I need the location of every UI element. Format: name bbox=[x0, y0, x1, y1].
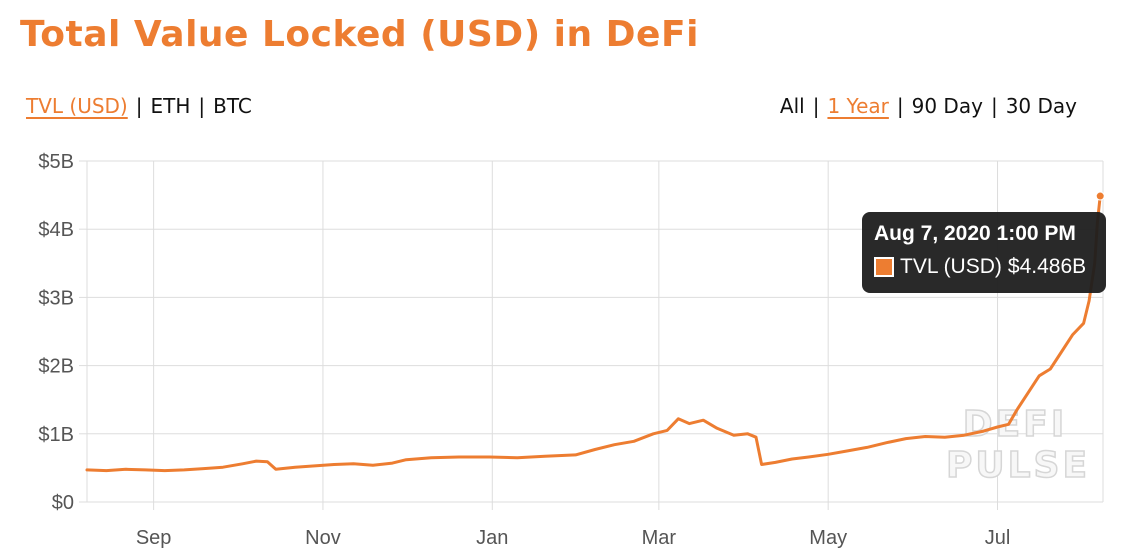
separator: | bbox=[990, 94, 998, 118]
x-tick-label: May bbox=[809, 527, 847, 549]
x-tick-label: Mar bbox=[642, 527, 677, 549]
range-option-1-year[interactable]: 1 Year bbox=[827, 94, 889, 118]
series-line-tvl-usd[interactable] bbox=[85, 194, 1102, 473]
tooltip-row: TVL (USD) $4.486B bbox=[874, 255, 1094, 279]
metric-option-tvl-usd[interactable]: TVL (USD) bbox=[26, 94, 128, 118]
x-tick-label: Jul bbox=[985, 527, 1011, 549]
defi-pulse-watermark: DEFI PULSE bbox=[945, 403, 1090, 487]
watermark-line-1: DEFI bbox=[963, 404, 1067, 445]
axes: $0 $1B $2B $3B $4B $5B Sep Nov Jan Mar May Jul bbox=[38, 151, 1104, 549]
y-tick-label: $2B bbox=[38, 356, 74, 378]
x-tick-label: Jan bbox=[476, 527, 508, 549]
separator: | bbox=[812, 94, 820, 118]
range-toggle: All | 1 Year | 90 Day | 30 Day bbox=[780, 94, 1077, 118]
metric-option-btc[interactable]: BTC bbox=[213, 94, 252, 118]
metric-toggle: TVL (USD) | ETH | BTC bbox=[26, 94, 252, 118]
tooltip-date: Aug 7, 2020 1:00 PM bbox=[874, 222, 1076, 245]
tooltip-value: $4.486B bbox=[1007, 255, 1087, 278]
page-title: Total Value Locked (USD) in DeFi bbox=[20, 14, 699, 55]
y-tick-label: $0 bbox=[52, 492, 74, 514]
y-tick-label: $5B bbox=[38, 151, 74, 173]
y-tick-label: $1B bbox=[38, 424, 74, 446]
series-layer bbox=[85, 191, 1105, 473]
range-option-30-day[interactable]: 30 Day bbox=[1005, 94, 1077, 118]
watermark-line-2: PULSE bbox=[946, 445, 1090, 486]
separator: | bbox=[135, 94, 143, 118]
separator: | bbox=[198, 94, 206, 118]
y-tick-label: $4B bbox=[38, 219, 74, 241]
x-tick-label: Sep bbox=[136, 527, 172, 549]
tooltip-series-label: TVL (USD) bbox=[900, 255, 1002, 278]
series-swatch-icon bbox=[874, 257, 894, 277]
separator: | bbox=[896, 94, 904, 118]
x-tick-label: Nov bbox=[305, 527, 341, 549]
chart-tooltip: Aug 7, 2020 1:00 PM TVL (USD) $4.486B bbox=[862, 212, 1106, 293]
hover-point[interactable] bbox=[1095, 191, 1105, 201]
range-option-all[interactable]: All bbox=[779, 94, 805, 118]
range-option-90-day[interactable]: 90 Day bbox=[911, 94, 983, 118]
y-tick-label: $3B bbox=[38, 287, 74, 309]
metric-option-eth[interactable]: ETH bbox=[150, 94, 191, 118]
